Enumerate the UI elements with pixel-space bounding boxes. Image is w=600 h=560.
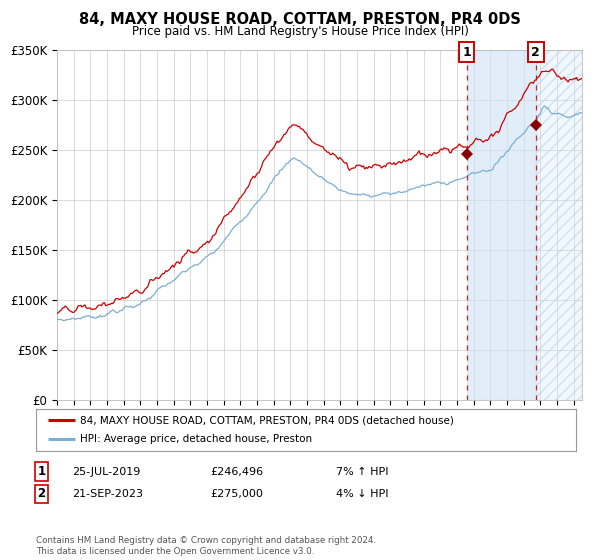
Text: 84, MAXY HOUSE ROAD, COTTAM, PRESTON, PR4 0DS (detached house): 84, MAXY HOUSE ROAD, COTTAM, PRESTON, PR… (80, 415, 454, 425)
Text: HPI: Average price, detached house, Preston: HPI: Average price, detached house, Pres… (80, 435, 313, 445)
Text: 21-SEP-2023: 21-SEP-2023 (72, 489, 143, 499)
Text: 2: 2 (37, 487, 46, 501)
Text: 2: 2 (531, 46, 540, 59)
Bar (536, 50, 582, 400)
Text: Price paid vs. HM Land Registry's House Price Index (HPI): Price paid vs. HM Land Registry's House … (131, 25, 469, 38)
Text: 7% ↑ HPI: 7% ↑ HPI (336, 466, 389, 477)
Text: £275,000: £275,000 (210, 489, 263, 499)
Bar (467, 50, 536, 400)
Text: 1: 1 (37, 465, 46, 478)
Text: 1: 1 (462, 46, 471, 59)
Bar (536, 50, 582, 400)
Text: 4% ↓ HPI: 4% ↓ HPI (336, 489, 389, 499)
Text: 84, MAXY HOUSE ROAD, COTTAM, PRESTON, PR4 0DS: 84, MAXY HOUSE ROAD, COTTAM, PRESTON, PR… (79, 12, 521, 27)
Text: £246,496: £246,496 (210, 466, 263, 477)
Text: 25-JUL-2019: 25-JUL-2019 (72, 466, 140, 477)
Text: Contains HM Land Registry data © Crown copyright and database right 2024.
This d: Contains HM Land Registry data © Crown c… (36, 536, 376, 556)
